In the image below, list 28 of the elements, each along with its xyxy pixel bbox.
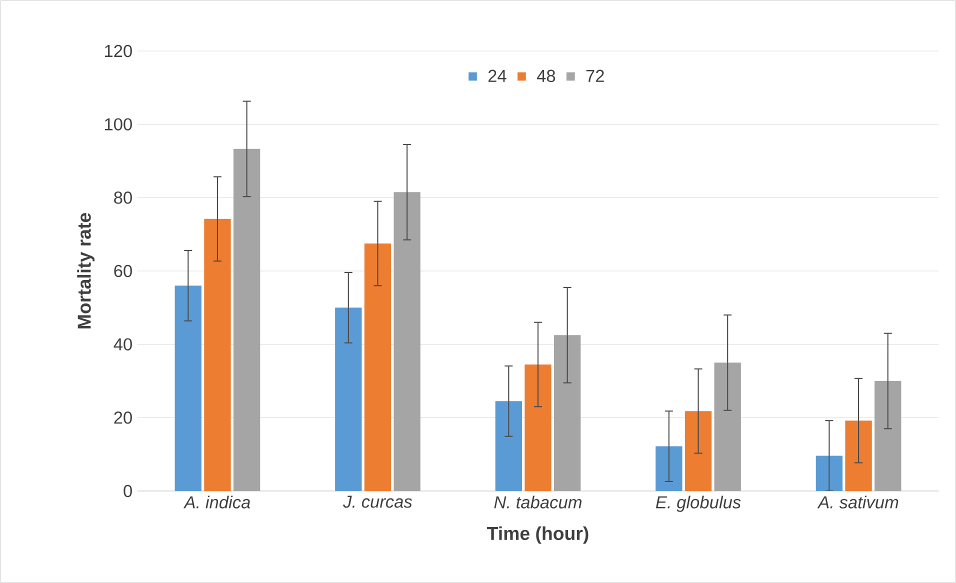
bar — [204, 218, 231, 491]
bar — [554, 335, 581, 491]
x-tick-label: A. sativum — [817, 496, 898, 508]
x-tick-label: E. globulus — [656, 496, 741, 512]
y-tick-label: 60 — [114, 264, 132, 278]
x-tick-label: J. curcas — [343, 496, 412, 508]
bar — [495, 401, 522, 491]
y-tick-label: 20 — [114, 412, 132, 424]
y-tick-label: 0 — [124, 484, 132, 498]
y-axis-title: Mortality rate — [77, 213, 95, 328]
bar — [714, 362, 741, 491]
bar — [394, 192, 420, 491]
x-tick-label: A. indica — [183, 496, 250, 508]
y-tick-label: 40 — [114, 338, 132, 350]
y-tick-label: 100 — [105, 118, 132, 130]
legend-label: 24 — [488, 70, 506, 82]
bar — [874, 381, 902, 491]
bar — [524, 364, 552, 491]
x-axis-title: Time (hour) — [487, 526, 588, 544]
legend-label: 48 — [536, 70, 556, 82]
x-tick-label: N. tabacum — [494, 496, 582, 508]
bar — [364, 244, 392, 491]
bar — [233, 148, 260, 491]
y-tick-label: 120 — [105, 44, 132, 58]
legend-label: 72 — [586, 70, 604, 82]
bar — [335, 308, 362, 491]
bar — [174, 286, 202, 491]
y-tick-label: 80 — [114, 192, 132, 204]
